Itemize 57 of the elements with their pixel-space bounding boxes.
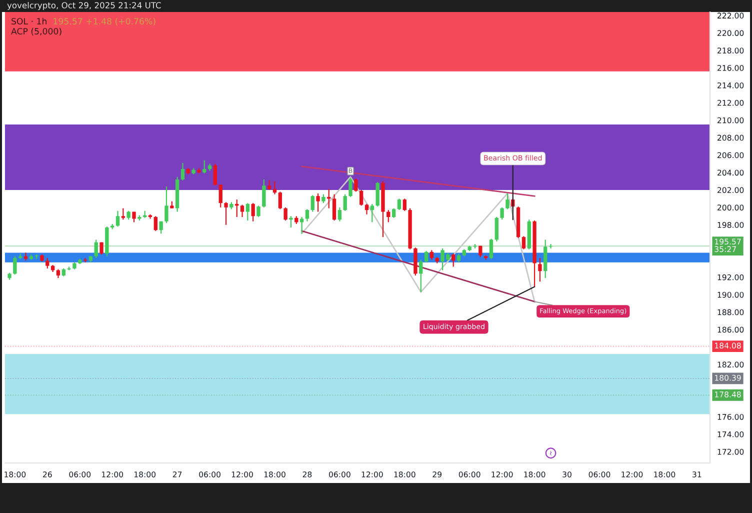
candlestick — [224, 202, 228, 226]
candlestick — [284, 206, 288, 222]
candlestick — [213, 163, 218, 186]
candlestick — [267, 180, 272, 191]
candlestick — [300, 216, 304, 234]
candlestick — [489, 238, 494, 260]
candlestick — [338, 206, 342, 222]
candlestick — [500, 206, 504, 220]
candlestick — [251, 202, 255, 222]
candlestick — [218, 184, 222, 208]
candlestick — [202, 160, 206, 174]
candlestick — [240, 204, 244, 218]
candlestick — [46, 257, 50, 270]
candlestick — [272, 180, 277, 195]
candlestick — [159, 220, 163, 234]
candlestick — [13, 256, 17, 276]
candlestick — [419, 259, 423, 293]
candlestick — [94, 239, 98, 259]
candlestick — [305, 208, 310, 222]
candlestick — [343, 194, 347, 212]
candlestick — [121, 208, 126, 220]
candlestick — [246, 202, 250, 222]
text: ACP (5,000) — [11, 28, 62, 36]
candlestick — [116, 210, 120, 228]
candlestick — [494, 216, 498, 242]
candlestick — [430, 250, 434, 260]
candlestick — [164, 186, 168, 224]
candlestick — [83, 257, 88, 263]
candlestick — [289, 216, 293, 228]
candlestick — [316, 192, 320, 212]
candlestick — [506, 192, 510, 210]
candlestick — [278, 191, 282, 210]
candlestick — [262, 178, 266, 208]
candlestick — [386, 209, 390, 223]
candlestick — [359, 189, 364, 206]
candlestick — [452, 253, 456, 268]
candlestick — [397, 198, 402, 211]
candlestick — [256, 205, 260, 218]
candlestick — [310, 194, 314, 212]
candlestick — [538, 257, 542, 282]
candlestick — [154, 216, 158, 232]
candlestick — [392, 208, 396, 218]
candlestick — [522, 236, 526, 250]
candlestick — [100, 242, 104, 256]
candlestick — [424, 250, 428, 263]
candlestick — [332, 194, 336, 222]
candlestick — [348, 177, 352, 198]
candlestick — [354, 178, 358, 192]
text: yovelcrypto, Oct 29, 2025 21:24 UTC — [7, 2, 161, 10]
candlestick — [180, 162, 185, 181]
candlestick — [402, 198, 406, 212]
text: SOL · 1h — [12, 18, 46, 24]
line-series — [301, 176, 536, 302]
annotation: 195.57 +1.48 (+0.76%) — [54, 18, 156, 26]
candlestick — [376, 182, 380, 208]
candlestick — [370, 203, 374, 223]
candlestick — [364, 203, 369, 215]
